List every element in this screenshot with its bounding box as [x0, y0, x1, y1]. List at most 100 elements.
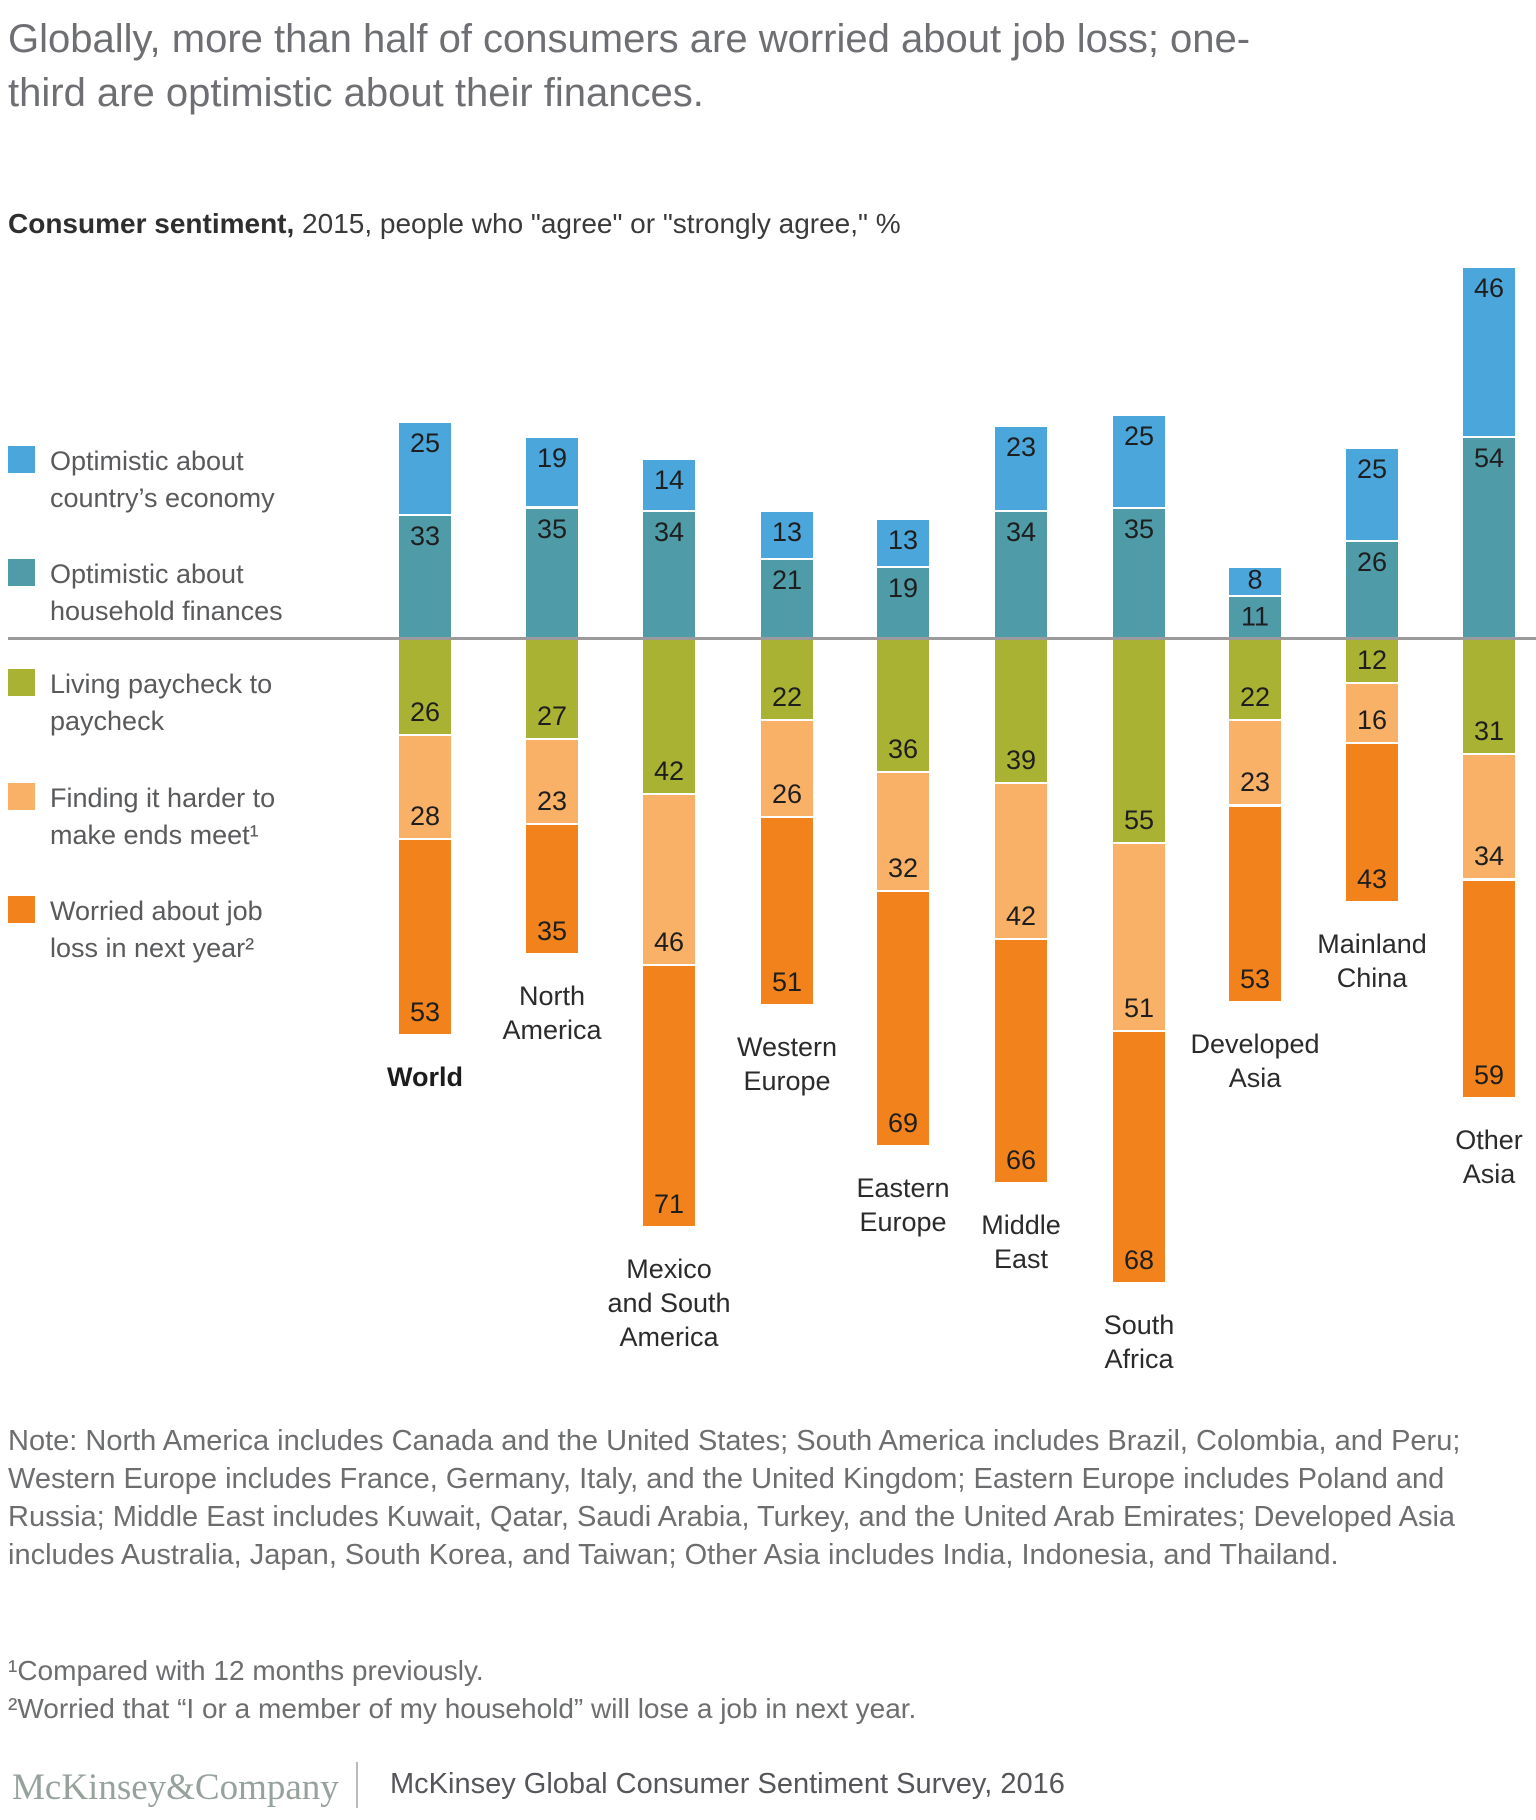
value-label: 42 [1005, 900, 1037, 931]
bar-segment-economy: 46 [1463, 268, 1515, 439]
value-label: 68 [1123, 1244, 1155, 1275]
value-label: 35 [1123, 513, 1155, 544]
region-label-western-europe: Western Europe [736, 1032, 838, 1097]
bar-segment-paycheck: 31 [1463, 638, 1515, 753]
value-label: 31 [1473, 715, 1505, 746]
region-label-south-africa: South Africa [1103, 1309, 1175, 1374]
bar-segment-paycheck: 42 [643, 638, 695, 794]
value-label: 55 [1123, 804, 1155, 835]
bar-segment-paycheck: 36 [877, 638, 929, 772]
bar-segment-economy: 23 [995, 427, 1047, 513]
value-label: 69 [887, 1107, 919, 1138]
value-label: 28 [409, 800, 441, 831]
bar-segment-finances: 34 [995, 512, 1047, 638]
bar-segment-harder: 23 [1229, 719, 1281, 805]
legend-item-label: Finding it harder to make ends meet¹ [50, 783, 276, 850]
value-label: 42 [653, 756, 685, 787]
value-label: 34 [1005, 517, 1037, 548]
value-label: 35 [536, 513, 568, 544]
bar-segment-jobloss: 69 [877, 889, 929, 1145]
value-label: 13 [887, 524, 919, 555]
bar-segment-finances: 21 [761, 560, 813, 638]
bar-segment-economy: 19 [526, 438, 578, 509]
legend-item-label: Worried about job loss in next year² [50, 896, 263, 963]
bar-segment-economy: 13 [761, 512, 813, 561]
value-label: 36 [887, 734, 919, 765]
bar-segment-paycheck: 27 [526, 638, 578, 738]
footnote-2: ²Worried that “I or a member of my house… [8, 1693, 917, 1724]
value-label: 39 [1005, 745, 1037, 776]
bar-segment-harder: 23 [526, 737, 578, 823]
bar-segment-economy: 25 [399, 423, 451, 516]
value-label: 25 [409, 428, 441, 459]
value-label: 66 [1005, 1144, 1037, 1175]
value-label: 46 [653, 926, 685, 957]
value-label: 53 [409, 996, 441, 1027]
bar-segment-economy: 25 [1113, 416, 1165, 509]
bar-segment-jobloss: 53 [399, 837, 451, 1034]
region-label-developed-asia: Developed Asia [1190, 1028, 1320, 1093]
value-label: 53 [1239, 963, 1271, 994]
bar-segment-finances: 19 [877, 567, 929, 638]
bar-segment-economy: 14 [643, 460, 695, 513]
bar-segment-harder: 42 [995, 782, 1047, 938]
harder-swatch-icon [8, 783, 35, 810]
bar-segment-finances: 35 [1113, 508, 1165, 638]
page-title: Globally, more than half of consumers ar… [8, 17, 1251, 115]
value-label: 21 [771, 565, 803, 596]
chart-subtitle: Consumer sentiment, 2015, people who "ag… [8, 208, 1408, 240]
legend-item-label: Living paycheck to paycheck [50, 669, 273, 736]
value-label: 46 [1473, 273, 1505, 303]
region-label-eastern-europe: Eastern Europe [856, 1172, 950, 1237]
value-label: 26 [1356, 546, 1388, 577]
value-label: 13 [771, 517, 803, 548]
value-label: 27 [536, 700, 568, 731]
value-label: 51 [1123, 993, 1155, 1024]
bar-segment-jobloss: 43 [1346, 741, 1398, 901]
value-label: 43 [1356, 863, 1388, 894]
bar-segment-harder: 46 [643, 793, 695, 964]
note-text: Note: North America includes Canada and … [8, 1425, 1461, 1571]
chart-subtitle-lead: Consumer sentiment, [8, 208, 295, 239]
bar-segment-harder: 51 [1113, 841, 1165, 1031]
bar-segment-paycheck: 39 [995, 638, 1047, 783]
region-label-mexico-and-south-america: Mexico and South America [607, 1254, 731, 1353]
region-label-other-asia: Other Asia [1455, 1124, 1523, 1189]
value-label: 11 [1240, 600, 1270, 631]
value-label: 22 [771, 682, 803, 713]
bar-segment-economy: 8 [1229, 565, 1281, 598]
bar-segment-paycheck: 22 [1229, 638, 1281, 720]
bar-segment-paycheck: 26 [399, 638, 451, 735]
footnote-1: ¹Compared with 12 months previously. [8, 1655, 484, 1686]
bar-segment-paycheck: 12 [1346, 638, 1398, 683]
value-label: 16 [1356, 704, 1388, 735]
value-label: 23 [536, 785, 568, 816]
value-label: 22 [1239, 682, 1271, 713]
value-label: 19 [536, 443, 568, 474]
bar-segment-finances: 26 [1346, 541, 1398, 638]
bar-segment-jobloss: 68 [1113, 1030, 1165, 1282]
economy-swatch-icon [8, 446, 35, 473]
bar-segment-paycheck: 55 [1113, 638, 1165, 842]
value-label: 59 [1473, 1059, 1505, 1090]
value-label: 35 [536, 915, 568, 946]
bar-segment-jobloss: 59 [1463, 878, 1515, 1097]
bar-segment-jobloss: 53 [1229, 804, 1281, 1001]
legend-item-label: Optimistic about country’s economy [50, 446, 275, 513]
value-label: 23 [1239, 767, 1271, 798]
finances-swatch-icon [8, 559, 35, 586]
bar-segment-finances: 35 [526, 508, 578, 638]
value-label: 25 [1123, 421, 1155, 451]
value-label: 14 [653, 465, 685, 496]
footer: McKinsey&Company McKinsey Global Consume… [0, 1758, 1536, 1820]
bar-segment-finances: 33 [399, 515, 451, 638]
chart-subtitle-rest: 2015, people who "agree" or "strongly ag… [294, 208, 901, 239]
bar-segment-finances: 34 [643, 512, 695, 638]
source-text: McKinsey Global Consumer Sentiment Surve… [390, 1768, 1065, 1800]
bar-segment-harder: 28 [399, 734, 451, 838]
footer-divider [356, 1762, 358, 1808]
bar-segment-finances: 54 [1463, 438, 1515, 638]
value-label: 34 [653, 517, 685, 548]
legend-item-label: Optimistic about household finances [50, 559, 283, 626]
bar-segment-economy: 13 [877, 519, 929, 568]
